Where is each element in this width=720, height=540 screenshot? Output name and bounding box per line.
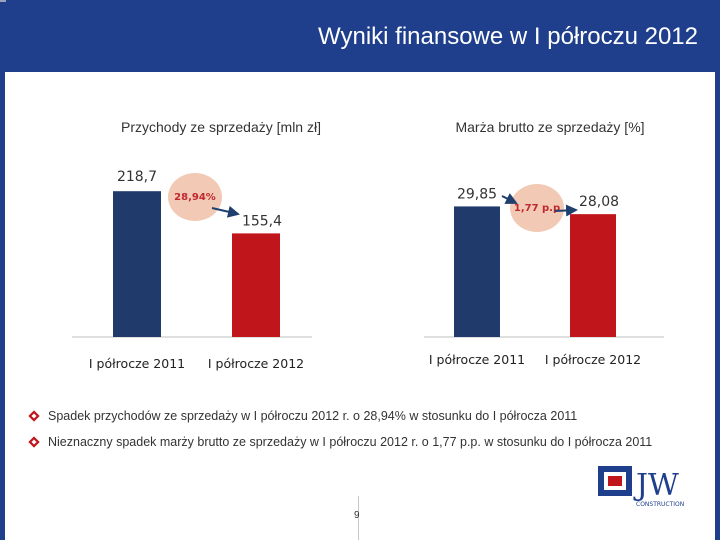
corner-mark [0,0,6,2]
page-divider [358,496,359,540]
bullet-text: Nieznaczny spadek marży brutto ze sprzed… [48,435,653,449]
logo-text: JW [633,468,679,503]
diamond-bullet-icon [28,410,40,422]
chart2-title: Marża brutto ze sprzedaży [%] [455,119,644,135]
chart1-tick-2012: I półrocze 2012 [208,356,304,371]
header-bar: Wyniki finansowe w I półroczu 2012 [0,0,720,72]
chart1-value-2012: 155,4 [242,213,282,229]
bullet-list: Spadek przychodów ze sprzedaży w I półro… [28,408,678,460]
chart2-change-arrow-left [501,193,518,204]
charts-canvas: Przychody ze sprzedaży [mln zł] 218,7 15… [72,119,664,371]
chart2-change-label: 1,77 p.p [514,203,560,214]
chart2-tick-2011: I półrocze 2011 [429,352,525,367]
bullet-item: Spadek przychodów ze sprzedaży w I półro… [28,408,678,424]
chart1-tick-2011: I półrocze 2011 [89,356,185,371]
chart1-bar-2011 [113,191,161,337]
chart1-title: Przychody ze sprzedaży [mln zł] [121,119,321,135]
chart1-bar-2012 [232,233,280,337]
right-border [715,72,720,540]
chart1-change-arrow [211,205,240,218]
company-logo: JW CONSTRUCTION [598,466,684,508]
chart1-value-2011: 218,7 [117,169,157,185]
chart2-bar-2012 [570,214,616,337]
chart2-change-arrow-right [554,204,578,217]
diamond-bullet-icon [28,436,40,448]
logo-subtitle: CONSTRUCTION [636,501,684,508]
chart2-value-2011: 29,85 [457,186,497,202]
chart1-change-badge [168,173,222,221]
left-border [0,72,5,540]
slide-title: Wyniki finansowe w I półroczu 2012 [318,23,698,50]
chart2-bar-2011 [454,206,500,337]
bullet-text: Spadek przychodów ze sprzedaży w I półro… [48,409,578,423]
bullet-item: Nieznaczny spadek marży brutto ze sprzed… [28,434,678,450]
chart1-change-label: 28,94% [174,192,216,203]
chart2-value-2012: 28,08 [579,194,619,210]
page-number: 9 [354,510,360,521]
chart2-tick-2012: I półrocze 2012 [545,352,641,367]
chart2-change-badge [510,184,564,232]
